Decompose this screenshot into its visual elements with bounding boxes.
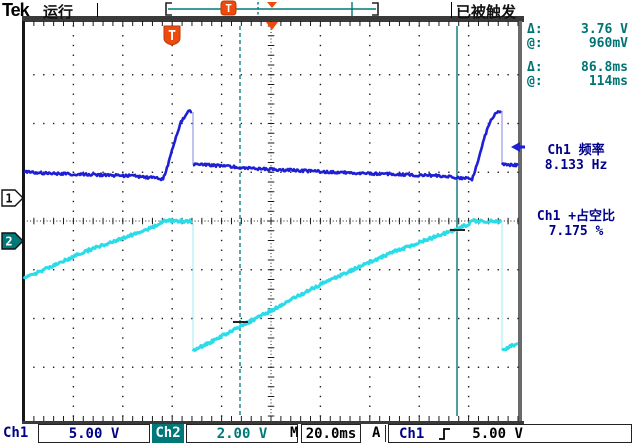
- measurement-title: Ch1 +占空比: [536, 209, 616, 224]
- cursor-at-v-value: 960mV: [588, 36, 628, 51]
- ch2-trace: [191, 218, 503, 353]
- cursor-delta-t-row: Δ: 86.8ms: [527, 61, 628, 75]
- ch2-label: Ch2: [152, 424, 184, 443]
- timebase-label: M: [290, 425, 299, 441]
- cursor-at-t-value: 114ms: [588, 74, 628, 89]
- ch1-trace: [500, 162, 520, 168]
- cursor-at-v-row: @: 960mV: [527, 37, 628, 51]
- ch1-scale-readout: 5.00 V: [38, 424, 150, 443]
- graticule-frame-bottom: [22, 421, 524, 424]
- ch2-scale-readout: 2.00 V: [186, 424, 298, 443]
- cursor-delta-t-value: 86.8ms: [581, 60, 628, 75]
- trigger-level-arrow: [511, 142, 520, 152]
- trigger-position-marker-label: T: [168, 29, 176, 44]
- graticule-frame-top: [22, 16, 524, 22]
- delta-icon: Δ:: [527, 60, 543, 75]
- acquisition-status: 运行: [43, 3, 74, 21]
- measurement-ch1-duty: Ch1 +占空比 7.175 %: [521, 209, 631, 239]
- status-bar: Ch1 5.00 V Ch2 2.00 V M 20.0ms A Ch1 5.0…: [0, 424, 633, 444]
- cursor-readout-panel: Δ: 3.76 V @: 960mV Δ: 86.8ms @: 114ms: [527, 23, 628, 89]
- measurement-value: 8.133 Hz: [544, 158, 608, 173]
- measurement-ch1-frequency: Ch1 频率 8.133 Hz: [521, 143, 631, 173]
- record-position-triangle: [267, 2, 277, 8]
- cursor-at-t-row: @: 114ms: [527, 75, 628, 89]
- trigger-mode-label: A: [372, 425, 381, 441]
- graticule-frame-right: [518, 21, 522, 421]
- ch1-ground-marker: [1, 189, 24, 207]
- ch1-ground-marker-label: 1: [5, 192, 12, 206]
- horizontal-trigger-triangle: [266, 22, 278, 30]
- cursor-delta-v-value: 3.76 V: [581, 22, 628, 37]
- trigger-position-marker: [163, 25, 181, 46]
- header-divider: [451, 2, 452, 18]
- tek-logo: Tek: [2, 0, 30, 20]
- record-trigger-pill: [220, 0, 237, 16]
- measurement-title: Ch1 频率: [547, 143, 605, 158]
- cursor-delta-v-row: Δ: 3.76 V: [527, 23, 628, 37]
- statusbar-divider: [385, 425, 386, 442]
- ch1-label: Ch1: [3, 425, 29, 441]
- trigger-level-readout: 5.00 V: [472, 425, 523, 442]
- at-icon: @:: [527, 36, 543, 51]
- trigger-status: 已被触发: [456, 3, 517, 21]
- rising-edge-icon: [439, 427, 451, 440]
- record-view-left-bracket: [165, 2, 172, 16]
- ch2-trace: [22, 218, 194, 280]
- ch1-trace: [23, 109, 193, 182]
- trigger-source: Ch1: [399, 425, 425, 442]
- measurement-value: 7.175 %: [548, 224, 604, 239]
- ch2-ground-marker-label: 2: [5, 235, 12, 249]
- ch2-ground-marker: [1, 232, 24, 250]
- trigger-readout: Ch1 5.00 V: [388, 424, 632, 443]
- ch2-trace: [501, 342, 519, 352]
- header-divider: [97, 3, 98, 17]
- at-icon: @:: [527, 74, 543, 89]
- delta-icon: Δ:: [527, 22, 543, 37]
- record-trigger-pill-label: T: [225, 2, 232, 15]
- timebase-readout: 20.0ms: [301, 424, 361, 443]
- trigger-level-arrow-tail: [520, 145, 525, 149]
- ch1-trace: [192, 110, 503, 182]
- record-view-right-bracket: [372, 2, 379, 16]
